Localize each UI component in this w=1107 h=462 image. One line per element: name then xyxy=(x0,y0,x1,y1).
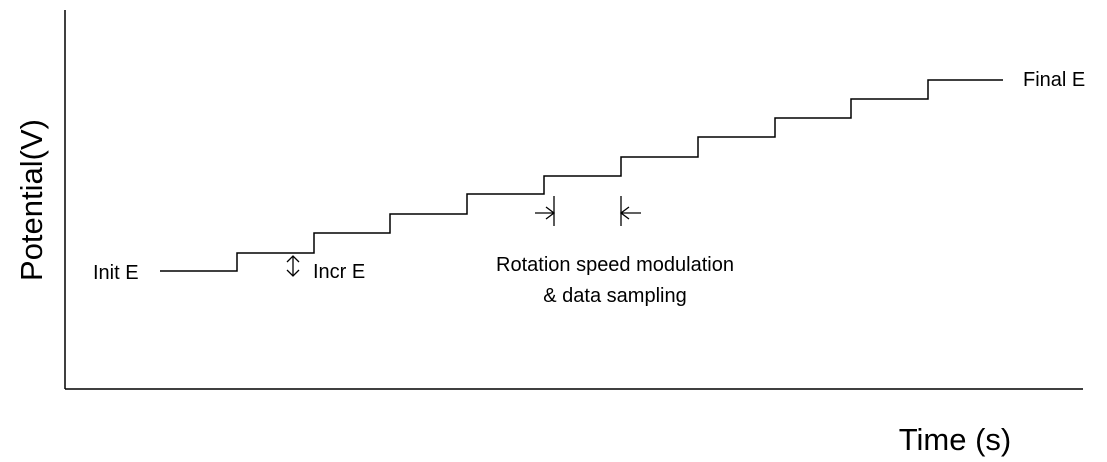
incr-e-label: Incr E xyxy=(313,261,365,283)
sampling-start-marker-icon xyxy=(535,196,556,226)
sampling-label-line2: & data sampling xyxy=(543,285,686,307)
init-e-label: Init E xyxy=(93,262,139,284)
sampling-end-marker-icon xyxy=(619,196,641,226)
increment-arrow-icon xyxy=(286,255,300,277)
staircase-line xyxy=(160,79,1003,272)
sampling-label-line1: Rotation speed modulation xyxy=(496,254,734,276)
final-e-label: Final E xyxy=(1023,69,1085,91)
x-axis-label: Time (s) xyxy=(899,422,1012,457)
y-axis-label: Potential(V) xyxy=(14,119,49,281)
